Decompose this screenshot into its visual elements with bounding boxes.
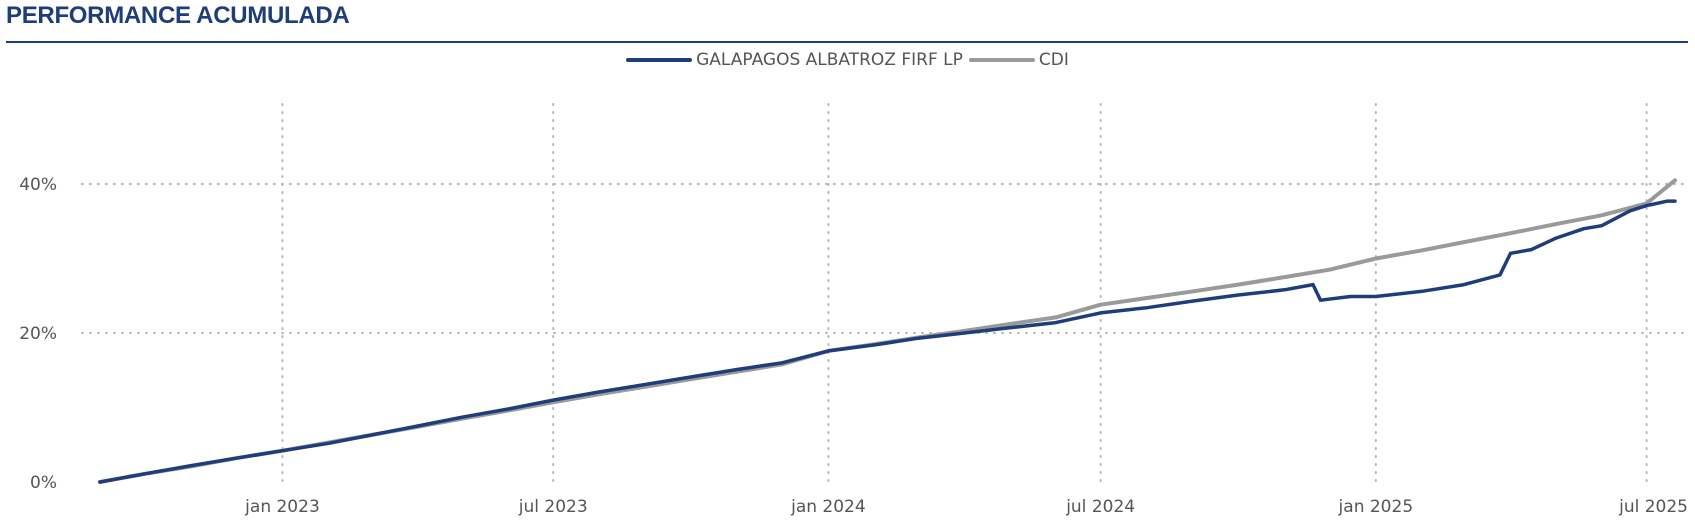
chart-title: PERFORMANCE ACUMULADA — [6, 2, 350, 29]
x-tick-label-4: jan 2025 — [1338, 497, 1414, 517]
x-tick-label-3: jul 2024 — [1065, 497, 1135, 517]
x-tick-label-0: jan 2023 — [244, 497, 320, 517]
title-divider — [6, 41, 1688, 43]
y-tick-label-0: 0% — [30, 473, 57, 493]
legend-swatch-fund — [626, 58, 693, 62]
legend-label-fund: GALAPAGOS ALBATROZ FIRF LP — [696, 50, 963, 70]
legend-item-cdi[interactable]: CDI — [968, 50, 1069, 70]
gridlines — [81, 103, 1689, 485]
axis-labels: jan 2023 jul 2023 jan 2024 jul 2024 jan 2025… — [19, 175, 1688, 517]
chart-legend: GALAPAGOS ALBATROZ FIRF LP CDI — [0, 46, 1695, 74]
legend-swatch-cdi — [968, 58, 1035, 62]
x-tick-label-5: jul 2025 — [1618, 497, 1688, 517]
y-tick-label-1: 20% — [19, 324, 57, 344]
series-line-fund[interactable] — [98, 199, 1677, 484]
legend-item-fund[interactable]: GALAPAGOS ALBATROZ FIRF LP — [626, 50, 963, 70]
series-lines — [98, 178, 1677, 484]
x-tick-label-2: jan 2024 — [790, 497, 866, 517]
legend-label-cdi: CDI — [1038, 50, 1069, 70]
x-tick-label-1: jul 2023 — [518, 497, 588, 517]
series-line-cdi[interactable] — [98, 178, 1677, 484]
y-tick-label-2: 40% — [19, 175, 57, 195]
